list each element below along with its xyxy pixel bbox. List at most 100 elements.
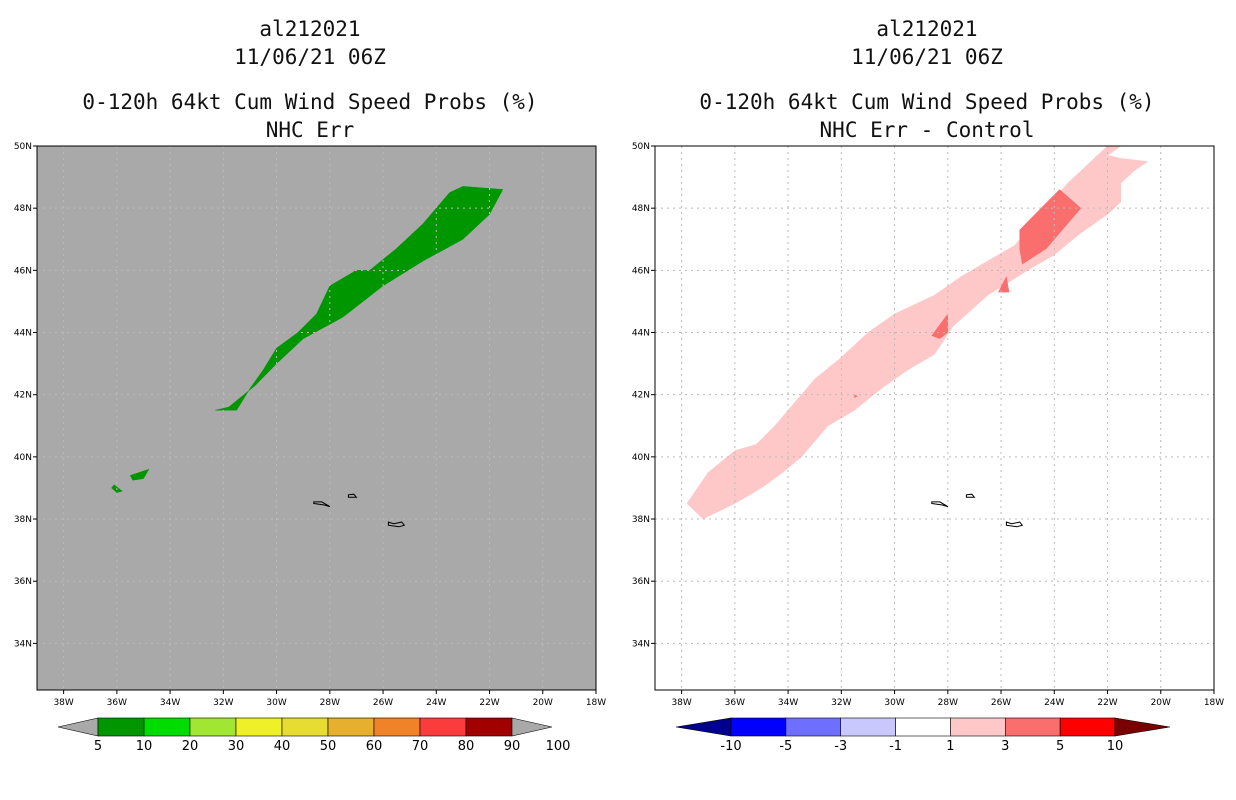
colorbar-label-1-7: 10 (1107, 739, 1124, 754)
colorbar-label-0-2: 20 (182, 739, 199, 754)
colorbar-swatch-1-1 (785, 717, 842, 737)
y-tick-label-0-5: 40N (14, 453, 32, 463)
x-tick-label-1-4: 30W (884, 698, 904, 708)
colorbar-label-1-5: 3 (1001, 739, 1009, 754)
y-tick-label-0-0: 50N (14, 142, 32, 152)
island-outline-0-0 (313, 501, 331, 508)
y-tick-label-0-3: 44N (14, 329, 32, 339)
x-tick-label-1-9: 20W (1151, 698, 1171, 708)
x-tick-label-1-8: 22W (1097, 698, 1117, 708)
x-tick-label-1-7: 24W (1044, 698, 1064, 708)
y-tick-label-1-3: 44N (632, 329, 650, 339)
colorbar-label-1-6: 5 (1056, 739, 1064, 754)
y-tick-label-0-1: 48N (14, 204, 32, 214)
colorbar-label-1-1: -5 (779, 739, 792, 754)
y-tick-label-1-0: 50N (632, 142, 650, 152)
x-tick-label-0-5: 28W (320, 698, 340, 708)
x-tick-label-0-9: 20W (533, 698, 553, 708)
colorbar-swatch-0-0 (97, 717, 145, 737)
colorbar-swatch-1-0 (730, 717, 787, 737)
colorbar-swatch-0-4 (281, 717, 329, 737)
map-background-1 (655, 146, 1214, 690)
colorbar-swatch-0-6 (373, 717, 421, 737)
x-tick-label-1-5: 28W (938, 698, 958, 708)
left-title-storm-id: al212021 (259, 17, 361, 41)
right-title-subtitle: NHC Err - Control (819, 118, 1035, 142)
left-title-subtitle: NHC Err (265, 118, 355, 142)
x-tick-label-1-3: 32W (831, 698, 851, 708)
colorbar-right-arrow-1 (1114, 717, 1171, 737)
map-frame-1 (654, 145, 1215, 691)
colorbar-swatch-1-4 (950, 717, 1006, 737)
island-outline-1-2 (1005, 521, 1024, 528)
right-title-datetime: 11/06/21 06Z (851, 45, 1003, 69)
map-frame-0 (36, 145, 597, 691)
x-tick-label-1-10: 18W (1204, 698, 1224, 708)
island-outline-0-1 (347, 493, 358, 498)
left-title-product: 0-120h 64kt Cum Wind Speed Probs (%) (82, 90, 538, 114)
colorbar-label-1-2: -3 (834, 739, 847, 754)
contour-positive-3-5-d-1 (854, 394, 858, 399)
x-tick-label-0-4: 30W (266, 698, 286, 708)
colorbar-right-arrow-0 (511, 717, 553, 737)
colorbar-label-0-5: 50 (320, 739, 337, 754)
map-background-0 (37, 146, 596, 690)
left-title-datetime: 11/06/21 06Z (234, 45, 386, 69)
colorbar-swatch-0-3 (235, 717, 283, 737)
colorbar-label-0-4: 40 (274, 739, 291, 754)
y-tick-label-1-4: 42N (632, 391, 650, 401)
y-tick-label-1-8: 34N (632, 639, 650, 649)
contour-positive-3-5-a-1 (1019, 189, 1082, 265)
contour-positive-3-5-c-1 (997, 275, 1010, 293)
colorbar-swatch-0-7 (419, 717, 467, 737)
y-tick-label-0-7: 36N (14, 577, 32, 587)
x-tick-label-0-8: 22W (479, 698, 499, 708)
y-tick-label-0-8: 34N (14, 639, 32, 649)
colorbar-swatch-1-2 (840, 717, 896, 737)
colorbar-label-0-3: 30 (228, 739, 245, 754)
right-title-storm-id: al212021 (876, 17, 978, 41)
colorbar-swatch-0-1 (143, 717, 191, 737)
island-outline-1-0 (931, 501, 949, 508)
colorbar-swatch-1-5 (1004, 717, 1061, 737)
x-tick-label-0-6: 26W (373, 698, 393, 708)
colorbar-label-0-6: 60 (366, 739, 383, 754)
colorbar-swatch-1-3 (895, 717, 951, 737)
x-tick-label-0-10: 18W (586, 698, 606, 708)
colorbar-swatch-0-2 (189, 717, 237, 737)
y-tick-label-1-6: 38N (632, 515, 650, 525)
colorbar-label-1-0: -10 (720, 739, 741, 754)
colorbar-label-0-1: 10 (136, 739, 153, 754)
colorbar-left-arrow-1 (675, 717, 732, 737)
colorbar-label-0-10: 100 (546, 739, 571, 754)
colorbar-label-1-4: 1 (946, 739, 954, 754)
right-title-product: 0-120h 64kt Cum Wind Speed Probs (%) (699, 90, 1155, 114)
colorbar-label-0-7: 70 (412, 739, 429, 754)
colorbar-swatch-1-6 (1059, 717, 1116, 737)
colorbar-label-0-9: 90 (504, 739, 521, 754)
x-tick-label-0-3: 32W (213, 698, 233, 708)
y-tick-label-1-5: 40N (632, 453, 650, 463)
x-tick-label-1-2: 34W (778, 698, 798, 708)
colorbar-label-0-0: 5 (94, 739, 102, 754)
y-tick-label-1-1: 48N (632, 204, 650, 214)
colorbar-swatch-0-8 (465, 717, 513, 737)
x-tick-label-0-7: 24W (426, 698, 446, 708)
x-tick-label-1-6: 26W (991, 698, 1011, 708)
y-tick-label-0-2: 46N (14, 266, 32, 276)
x-tick-label-1-1: 36W (725, 698, 745, 708)
y-tick-label-0-6: 38N (14, 515, 32, 525)
island-outline-1-1 (965, 493, 976, 498)
x-tick-label-1-0: 38W (671, 698, 691, 708)
y-tick-label-1-2: 46N (632, 266, 650, 276)
x-tick-label-0-2: 34W (160, 698, 180, 708)
x-tick-label-0-1: 36W (107, 698, 127, 708)
y-tick-label-1-7: 36N (632, 577, 650, 587)
x-tick-label-0-0: 38W (53, 698, 73, 708)
colorbar-left-arrow-0 (57, 717, 99, 737)
y-tick-label-0-4: 42N (14, 391, 32, 401)
colorbar-label-0-8: 80 (458, 739, 475, 754)
colorbar-swatch-0-5 (327, 717, 375, 737)
contour-small-blob-a-0 (129, 468, 150, 481)
